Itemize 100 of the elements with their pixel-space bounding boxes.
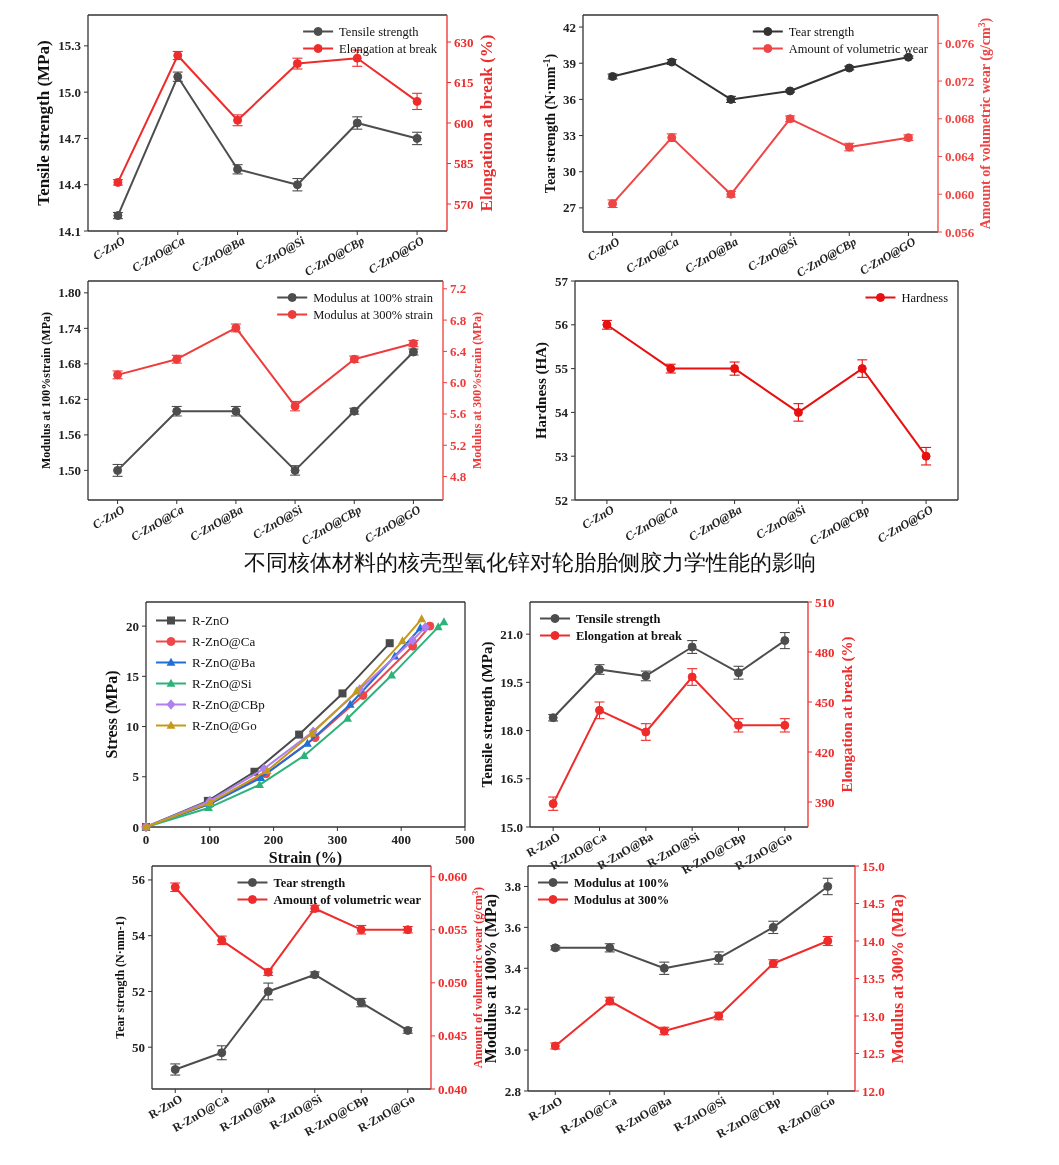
y2-axis-title: Elongation at break (%) — [477, 34, 497, 212]
y2-tick-label: 630 — [454, 34, 474, 50]
y-tick-label: 1.68 — [58, 356, 82, 372]
y2-tick-label: 5.2 — [450, 437, 467, 453]
y2-tick-label: 6.4 — [450, 343, 467, 359]
y-tick-label: 3.2 — [504, 1001, 521, 1017]
legend-label: Tensile strength — [339, 25, 420, 39]
legend-label: Modulus at 100% — [574, 876, 670, 890]
y2-tick-label: 0.060 — [438, 869, 468, 885]
y-tick-label: 36 — [563, 91, 577, 107]
y-tick-label: 15 — [126, 668, 140, 684]
legend-label: Modulus at 300% strain — [313, 308, 434, 322]
y-tick-label: 39 — [563, 55, 577, 71]
y2-tick-label: 14.0 — [862, 933, 885, 949]
y-tick-label: 56 — [132, 872, 146, 888]
y2-tick-label: 510 — [815, 594, 835, 610]
x-axis-title: Strain (%) — [268, 849, 343, 867]
y-tick-label: 14.4 — [58, 177, 82, 193]
y-tick-label: 3.4 — [504, 960, 522, 976]
y-tick-label: 3.6 — [504, 919, 522, 935]
y-axis-title: Stress (MPa) — [103, 670, 121, 759]
y-axis-title: Hardness (HA) — [533, 341, 551, 440]
legend-label: Amount of volumetric wear — [788, 42, 929, 56]
y-tick-label: 56 — [555, 317, 569, 333]
y-tick-label: 14.1 — [58, 223, 81, 239]
y-tick-label: 27 — [563, 200, 577, 216]
y-tick-label: 3.0 — [504, 1042, 521, 1058]
y-tick-label: 0 — [132, 819, 139, 835]
y-tick-label: 18.0 — [500, 723, 523, 739]
point — [343, 713, 353, 722]
y-tick-label: 5 — [132, 769, 140, 785]
y-tick-label: 55 — [555, 361, 569, 377]
y2-tick-label: 450 — [815, 694, 835, 710]
point — [421, 621, 430, 633]
y-tick-label: 10 — [126, 719, 139, 735]
point — [303, 738, 312, 747]
legend-label: Modulus at 100% strain — [313, 291, 434, 305]
y-tick-label: 19.5 — [500, 674, 524, 690]
y-tick-label: 1.74 — [58, 320, 82, 336]
y-tick-label: 1.62 — [58, 391, 81, 407]
point — [439, 617, 449, 626]
legend-label: Tear strength — [273, 876, 346, 890]
y2-tick-label: 13.0 — [862, 1008, 885, 1024]
y-tick-label: 50 — [132, 1039, 145, 1055]
point — [857, 364, 867, 374]
legend-label: Tensile strength — [576, 612, 661, 626]
text: 不同核体材料的核壳型氧化锌对轮胎胎侧胶力学性能的影响 — [243, 550, 816, 575]
y2-tick-label: 615 — [454, 75, 474, 90]
y2-tick-label: 13.5 — [862, 971, 886, 986]
y-tick-label: 20 — [126, 618, 139, 634]
point — [641, 727, 651, 737]
x-tick-label: 300 — [327, 832, 348, 847]
legend-label: Hardness — [901, 291, 949, 305]
y-tick-label: 54 — [132, 928, 146, 944]
legend-label: Elongation at break — [576, 629, 683, 643]
y-tick-label: 15.3 — [58, 38, 82, 54]
y-tick-label: 57 — [555, 273, 569, 289]
y2-tick-label: 12.5 — [862, 1046, 886, 1061]
y-tick-label: 1.80 — [58, 285, 81, 301]
point — [417, 614, 427, 623]
y-tick-label: 52 — [555, 492, 568, 508]
y2-tick-label: 0.068 — [945, 111, 975, 127]
point — [595, 705, 604, 715]
y2-tick-label: 0.050 — [438, 975, 468, 991]
y2-tick-label: 0.040 — [438, 1081, 468, 1097]
y2-tick-label: 12.0 — [862, 1083, 885, 1099]
y-tick-label: 16.5 — [500, 771, 524, 787]
y2-tick-label: 6.8 — [450, 312, 467, 328]
y-tick-label: 53 — [555, 448, 569, 464]
x-tick-label: 500 — [455, 832, 475, 847]
point — [921, 451, 931, 461]
y2-tick-label: 14.5 — [862, 896, 886, 911]
point — [793, 407, 803, 417]
y-tick-label: 52 — [132, 983, 145, 999]
y2-tick-label: 0.060 — [945, 186, 975, 202]
point — [387, 670, 397, 679]
y-tick-label: 14.7 — [58, 130, 82, 146]
y-axis-title: Tensile strength (MPa) — [34, 40, 53, 206]
y2-tick-label: 0.056 — [945, 224, 975, 240]
y-axis-title: Tear strength (N·mm-1) — [113, 916, 127, 1039]
y-tick-label: 2.8 — [504, 1083, 522, 1099]
y2-tick-label: 585 — [454, 156, 474, 171]
x-tick-label: 400 — [391, 832, 411, 847]
y2-tick-label: 480 — [815, 644, 835, 660]
y-axis-title: Tensile strength (MPa) — [478, 641, 496, 788]
y-tick-label: 30 — [563, 164, 576, 180]
y-tick-label: 54 — [555, 404, 569, 420]
y2-tick-label: 390 — [815, 794, 835, 810]
x-tick-label: 200 — [263, 832, 284, 847]
y-tick-label: 1.50 — [58, 462, 81, 478]
legend-label: Elongation at break — [339, 42, 438, 56]
y2-tick-label: 15.0 — [862, 858, 885, 874]
y2-tick-label: 420 — [815, 744, 835, 760]
legend-label: Tear strength — [788, 25, 855, 39]
point — [295, 730, 304, 739]
y2-axis-title: Elongation at break (%) — [838, 636, 856, 793]
legend-label: R-ZnO — [192, 613, 229, 628]
y2-tick-label: 6.0 — [450, 375, 467, 391]
y2-axis-title: Modulus at 300%strain (MPa) — [469, 312, 484, 469]
legend-label: Amount of volumetric wear — [273, 893, 422, 907]
